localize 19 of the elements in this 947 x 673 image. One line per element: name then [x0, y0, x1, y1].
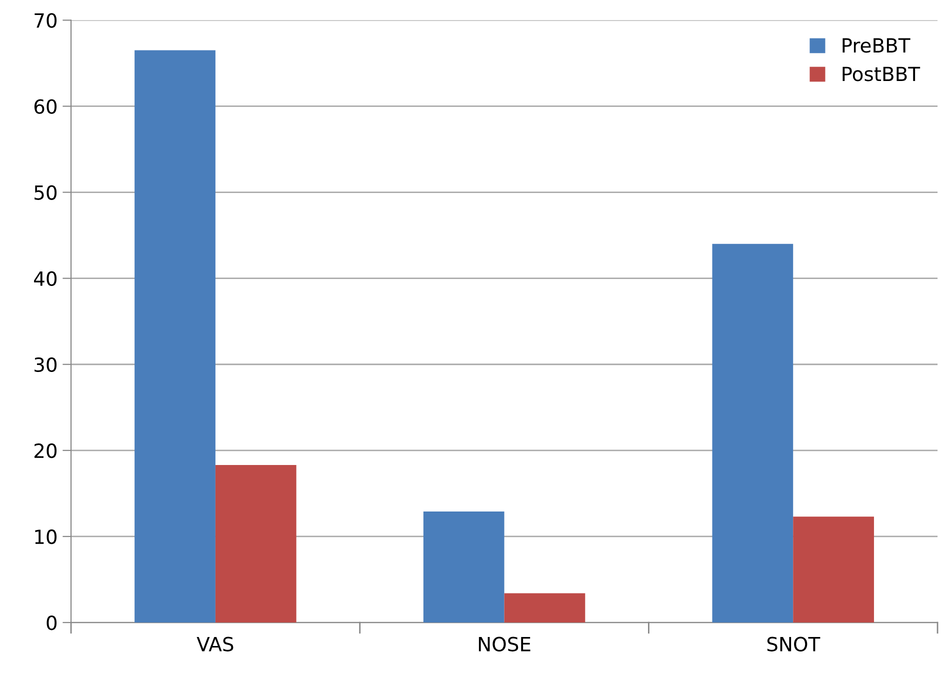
y-tick-label: 20: [34, 443, 57, 458]
legend-label: PostBBT: [842, 66, 920, 82]
y-tick-label: 10: [35, 529, 57, 544]
y-tick-label: 60: [34, 99, 57, 114]
x-tick-label: SNOT: [767, 636, 820, 652]
y-tick-label: 70: [34, 13, 57, 28]
legend-label: PreBBT: [842, 38, 910, 53]
x-tick-label: VAS: [196, 636, 234, 652]
bar: [712, 244, 794, 623]
bar: [504, 593, 586, 623]
y-tick-label: 30: [34, 357, 57, 372]
bar: [215, 465, 296, 623]
y-tick-label: 50: [34, 185, 57, 200]
bar: [134, 50, 216, 623]
bar: [423, 512, 504, 623]
y-tick-label: 0: [46, 615, 57, 630]
bar: [793, 516, 874, 623]
x-tick-label: NOSE: [478, 636, 530, 652]
y-tick-label: 40: [34, 271, 57, 286]
